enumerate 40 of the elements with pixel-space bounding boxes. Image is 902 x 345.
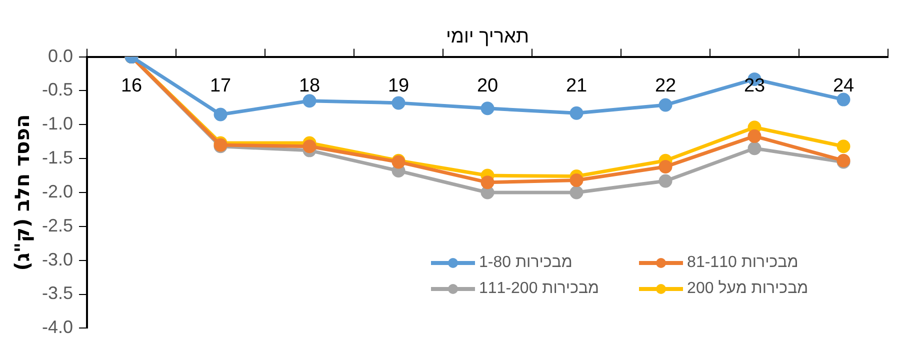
point [480,176,494,190]
point [302,94,316,108]
point [658,174,672,188]
x-axis-title: תאריך יומי [446,26,530,48]
x-tick-label: 16 [120,76,142,97]
point [570,174,584,188]
point [480,102,494,116]
y-tick-label: -3.5 [42,283,74,304]
y-tick-label: -1.0 [42,114,74,134]
point [748,129,762,143]
point [214,108,228,122]
point [748,142,762,156]
y-tick-label: -1.5 [42,148,74,168]
y-tick-label: 0.0 [48,46,74,66]
point [836,140,850,154]
x-tick-label: 24 [832,76,854,97]
legend-label: מבכירות 81-110 [687,254,798,272]
legend-label: מבכירות 111-200 [479,280,600,298]
y-tick-label: -3.0 [42,249,74,270]
x-tick-label: 17 [210,76,232,97]
y-axis-title: הפסד חלב (ק"ג) [10,114,34,271]
y-tick-label: -0.5 [42,80,74,100]
legend-label: מבכירות 1-80 [479,254,572,272]
point [480,186,494,200]
point [570,106,584,120]
point [392,96,406,110]
point [658,98,672,112]
x-tick-label: 19 [388,76,410,97]
point [836,92,850,106]
point [570,186,584,200]
x-tick-label: 22 [654,76,676,97]
x-tick-label: 18 [298,76,320,97]
x-tick-label: 20 [476,76,498,97]
point [302,140,316,154]
point [658,160,672,174]
x-tick-label: 21 [566,76,588,97]
y-tick-label: -2.5 [42,215,74,236]
y-tick-label: -2.0 [42,181,74,202]
legend-label: מבכירות מעל 200 [687,280,808,298]
y-tick-label: -4.0 [42,317,74,338]
